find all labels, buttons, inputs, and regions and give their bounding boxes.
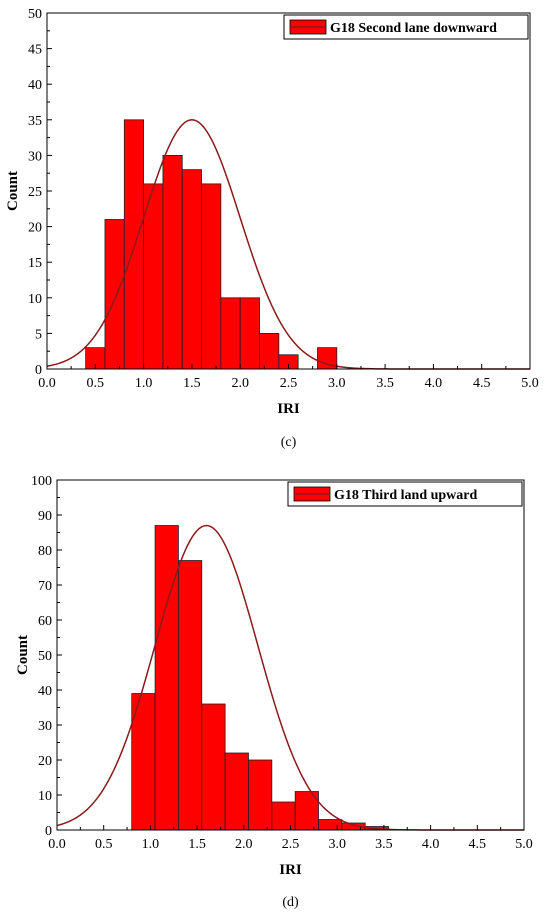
histogram-bar — [143, 183, 164, 370]
y-tick-label: 20 — [28, 221, 42, 236]
y-tick-label: 5 — [35, 327, 42, 342]
histogram-bar — [104, 219, 125, 370]
x-tick-label: 1.5 — [188, 837, 206, 852]
x-tick-label: 0.0 — [48, 837, 66, 852]
histogram-bar — [123, 119, 144, 370]
histogram-bar — [154, 525, 179, 831]
x-tick-label: 1.0 — [142, 837, 160, 852]
x-tick-label: 2.5 — [282, 837, 300, 852]
y-tick-label: 40 — [38, 684, 52, 699]
histogram-bar — [220, 297, 241, 370]
x-axis-title: IRI — [279, 862, 302, 878]
y-axis-title: Count — [5, 171, 21, 211]
x-tick-label: 4.5 — [469, 837, 487, 852]
histogram-bar — [259, 332, 280, 370]
x-tick-label: 0.5 — [87, 376, 105, 391]
y-axis-title: Count — [15, 635, 31, 675]
panel-label: (c) — [281, 435, 297, 450]
x-tick-label: 5.0 — [521, 376, 539, 391]
y-tick-label: 25 — [28, 185, 42, 200]
x-tick-label: 3.0 — [328, 837, 346, 852]
x-tick-label: 5.0 — [515, 837, 533, 852]
y-tick-label: 30 — [38, 719, 52, 734]
histogram-bar — [181, 169, 202, 370]
x-tick-label: 4.5 — [473, 376, 491, 391]
x-axis-ticks: 0.0 0.5 1.0 1.5 2.0 2.5 3.0 3.5 4.0 4.5 5.0 — [38, 364, 539, 391]
x-tick-label: 2.0 — [235, 837, 253, 852]
x-tick-label: 3.5 — [375, 837, 393, 852]
x-tick-label: 0.0 — [38, 376, 56, 391]
x-tick-label: 0.5 — [95, 837, 113, 852]
x-tick-label: 3.5 — [376, 376, 394, 391]
y-tick-label: 50 — [28, 7, 42, 22]
histogram-bar — [248, 759, 273, 831]
y-tick-label: 40 — [28, 78, 42, 93]
x-tick-label: 2.5 — [280, 376, 298, 391]
y-tick-label: 20 — [38, 754, 52, 769]
y-tick-label: 0 — [45, 824, 52, 839]
chart-panel-c: 0.0 0.5 1.0 1.5 2.0 2.5 3.0 3.5 4.0 4.5 5.0 0 5 10 15… — [5, 7, 539, 450]
plot-frame — [56, 479, 525, 831]
x-tick-label: 4.0 — [422, 837, 440, 852]
y-tick-label: 50 — [38, 649, 52, 664]
histogram-bar — [162, 154, 183, 370]
panel-label: (d) — [282, 895, 299, 910]
x-axis-ticks: 0.0 0.5 1.0 1.5 2.0 2.5 3.0 3.5 4.0 4.5 5.0 — [48, 825, 533, 852]
y-tick-label: 30 — [28, 149, 42, 164]
legend-label: G18 Third land upward — [334, 488, 478, 503]
histogram-bar — [201, 183, 222, 370]
y-tick-label: 80 — [38, 544, 52, 559]
legend-label: G18 Second lane downward — [330, 21, 497, 36]
histogram-bar — [201, 703, 226, 831]
y-tick-label: 70 — [38, 579, 52, 594]
x-tick-label: 4.0 — [425, 376, 443, 391]
y-axis-ticks: 0 10 20 30 40 50 60 70 80 90 100 — [31, 474, 62, 839]
histogram-bar — [318, 819, 343, 831]
normal-fit-curve — [56, 524, 524, 831]
y-axis-ticks: 0 5 10 15 20 25 30 35 40 45 50 — [28, 7, 52, 378]
histogram-bar — [239, 297, 260, 370]
x-tick-label: 1.5 — [183, 376, 201, 391]
y-tick-label: 35 — [28, 114, 42, 129]
y-tick-label: 10 — [38, 789, 52, 804]
y-tick-label: 90 — [38, 509, 52, 524]
histogram-bars — [131, 525, 389, 831]
y-tick-label: 100 — [31, 474, 52, 489]
legend: G18 Third land upward — [287, 481, 523, 507]
x-axis-title: IRI — [277, 401, 300, 417]
x-tick-label: 3.0 — [328, 376, 346, 391]
histogram-bars — [85, 119, 338, 370]
y-tick-label: 45 — [28, 43, 42, 58]
y-tick-label: 15 — [28, 256, 42, 271]
histogram-bar — [224, 752, 249, 831]
y-tick-label: 10 — [28, 292, 42, 307]
chart-panel-d: 0.0 0.5 1.0 1.5 2.0 2.5 3.0 3.5 4.0 4.5 5.0 0 10 20 3… — [15, 474, 533, 910]
x-tick-label: 2.0 — [231, 376, 249, 391]
y-tick-label: 60 — [38, 614, 52, 629]
histogram-bar — [271, 801, 296, 831]
legend: G18 Second lane downward — [283, 14, 529, 40]
y-tick-label: 0 — [35, 363, 42, 378]
histogram-bar — [178, 560, 203, 831]
x-tick-label: 1.0 — [135, 376, 153, 391]
